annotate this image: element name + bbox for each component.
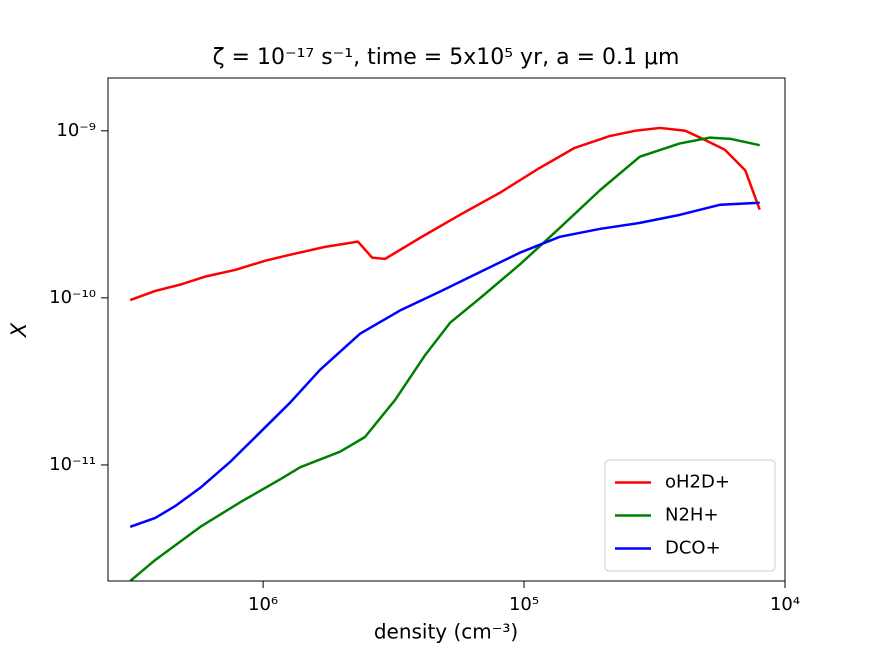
plot-frame [107,77,786,582]
data-line [129,126,761,302]
y-axis-label: X [7,322,31,338]
x-tick-label: 10⁵ [509,594,539,615]
plot-lines [129,126,761,581]
legend-label: oH2D+ [665,472,730,493]
data-line [129,136,760,581]
legend-box [604,459,776,572]
y-tick-label: 10⁻¹¹ [49,454,96,475]
x-tick-label: 10⁴ [770,594,800,615]
y-tick-label: 10⁻⁹ [56,120,96,141]
legend-label: DCO+ [665,538,721,559]
x-axis-label: density (cm⁻³) [374,620,518,644]
data-line [129,201,760,529]
legend-label: N2H+ [665,505,719,526]
y-tick-label: 10⁻¹⁰ [49,287,96,308]
chart-title: ζ = 10⁻¹⁷ s⁻¹, time = 5x10⁵ yr, a = 0.1 … [213,45,680,70]
x-tick-label: 10⁶ [248,594,278,615]
